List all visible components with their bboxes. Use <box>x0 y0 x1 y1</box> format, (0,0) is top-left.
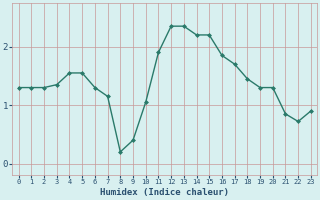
X-axis label: Humidex (Indice chaleur): Humidex (Indice chaleur) <box>100 188 229 197</box>
